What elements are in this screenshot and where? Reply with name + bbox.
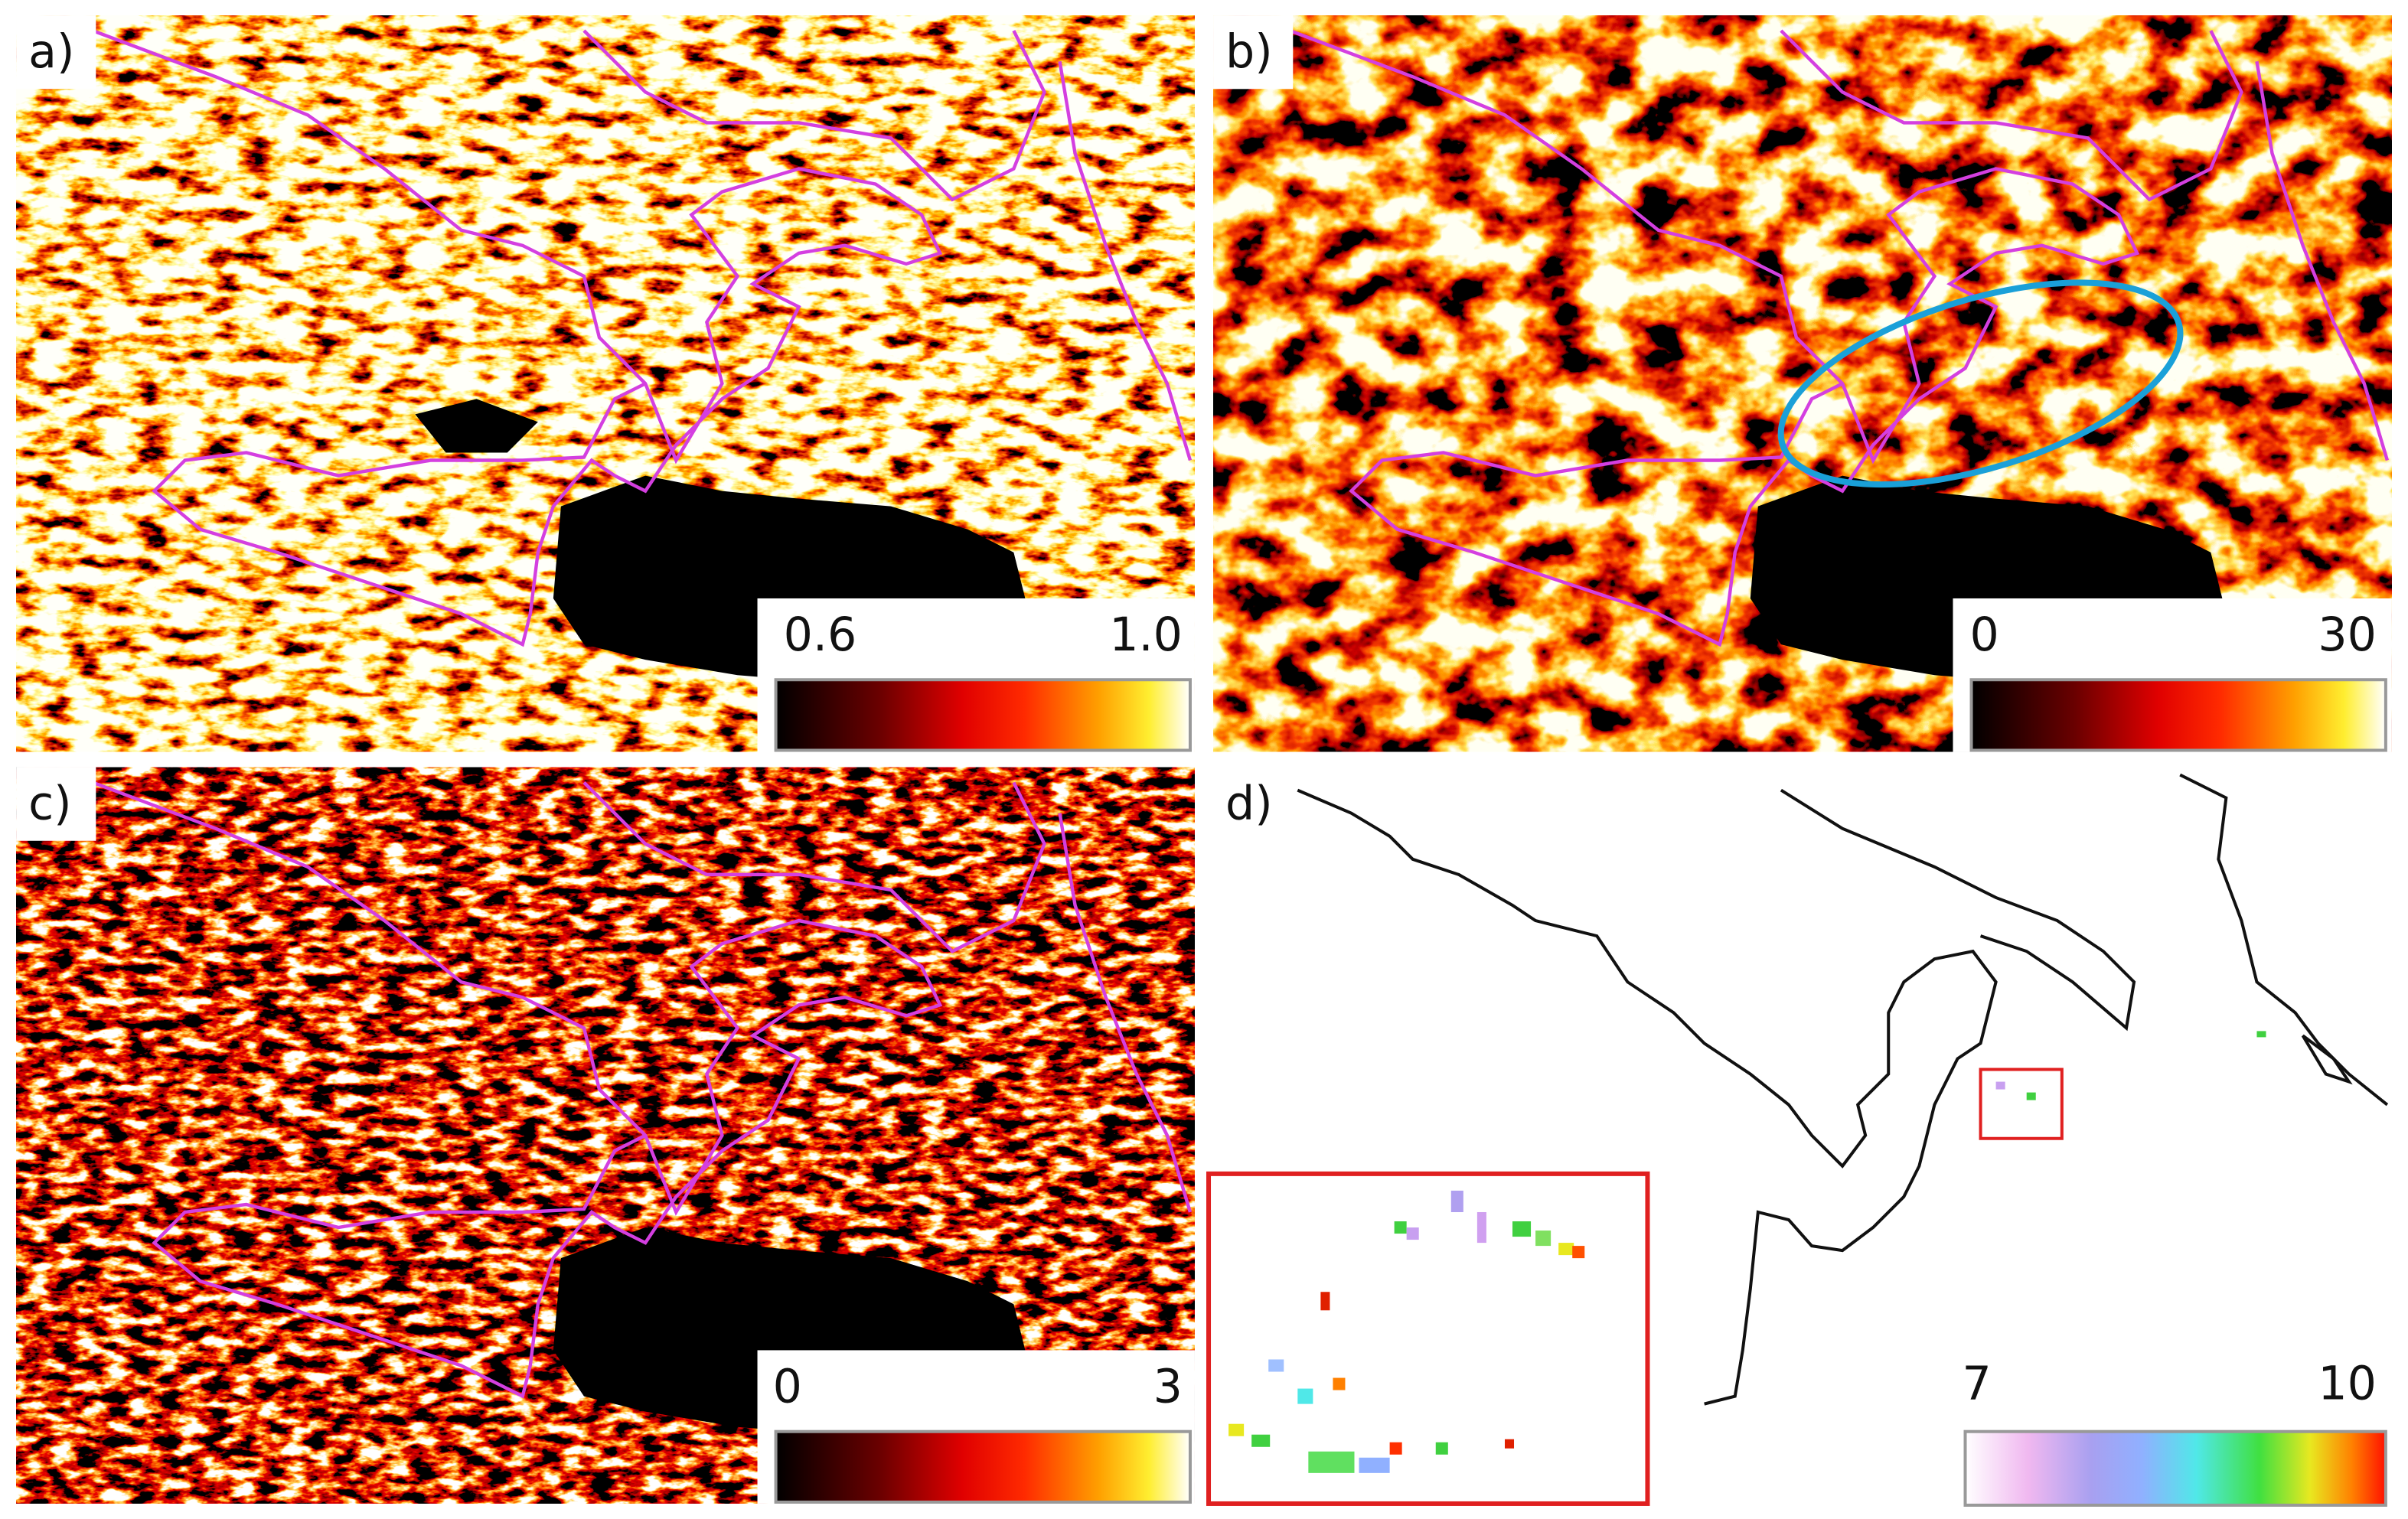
colorbar-max: 1.0 xyxy=(1109,608,1183,662)
panel-a: a) 0.6 1.0 xyxy=(16,15,1195,752)
coastline xyxy=(2301,1034,2353,1085)
panel-label: d) xyxy=(1225,777,1273,831)
colorbar-max: 3 xyxy=(1153,1361,1183,1414)
coastline xyxy=(1780,788,2136,1032)
label-box xyxy=(16,15,96,90)
colorbar xyxy=(1969,678,2387,752)
colorbar-max: 30 xyxy=(2318,608,2377,662)
coastline xyxy=(2179,773,2389,1107)
coastline xyxy=(1297,788,1998,1406)
zoom-box xyxy=(1979,1068,2064,1140)
panel-d: d) 7 10 xyxy=(1206,773,2389,1507)
colorbar xyxy=(1963,1429,2387,1507)
colorbar-min: 7 xyxy=(1962,1358,1991,1411)
inset xyxy=(1206,1171,1650,1506)
colorbar-min: 0 xyxy=(1970,608,1999,662)
colorbar xyxy=(774,678,1192,752)
colorbar-min: 0.6 xyxy=(784,608,857,662)
inset-pixels xyxy=(1228,1031,2266,1473)
dark-region xyxy=(415,399,538,453)
panel-b: b) 0 30 xyxy=(1213,15,2392,752)
colorbar xyxy=(774,1429,1192,1504)
highlight-ellipse xyxy=(1777,279,2184,488)
label-box xyxy=(16,767,96,841)
colorbar-max: 10 xyxy=(2318,1358,2377,1411)
panel-label: a) xyxy=(28,25,74,79)
panel-label: b) xyxy=(1225,25,1273,79)
label-box xyxy=(1213,15,1294,90)
panel-c: c) 0 3 xyxy=(16,767,1195,1504)
panel-label: c) xyxy=(28,777,72,831)
colorbar-min: 0 xyxy=(773,1361,802,1414)
